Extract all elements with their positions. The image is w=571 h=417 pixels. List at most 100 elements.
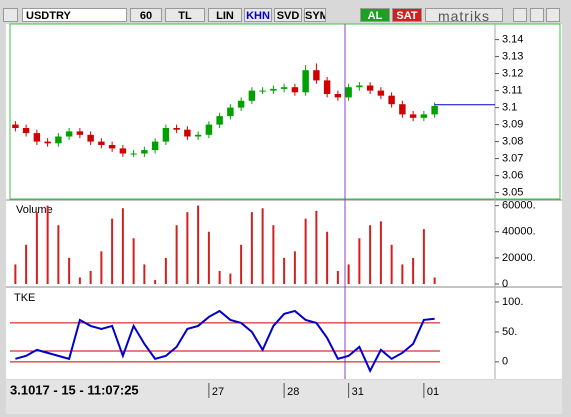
candle-body [259,90,266,92]
y-tick-label: 0 [502,278,508,290]
y-tick-label: 3.05 [502,187,523,199]
candle-body [130,153,137,155]
volume-bar [175,225,178,284]
currency-button[interactable]: TL [165,8,205,22]
candle-body [431,105,438,115]
volume-bar [218,270,221,284]
candle-body [388,95,395,105]
sell-button[interactable]: SAT [392,8,422,22]
candle-body [399,104,406,115]
y-tick-label: 3.11 [502,85,523,97]
y-tick-label: 40000. [502,226,536,238]
y-tick-label: 3.07 [502,153,523,165]
volume-bar [111,218,114,284]
close-button[interactable] [546,8,560,22]
y-tick-label: 60000. [502,200,536,212]
candle-body [194,134,202,137]
candle-body [98,141,105,145]
candle-body [270,88,277,91]
x-tick-label: 31 [352,386,364,398]
y-tick-label: 3.14 [502,34,523,46]
x-tick-label: 27 [212,386,224,398]
volume-bar [154,280,157,284]
panel-title: Volume [16,204,53,216]
candle-body [184,129,191,137]
icon[interactable] [3,8,18,22]
volume-bar [358,238,361,284]
candle-body [334,94,342,98]
candle-body [108,145,116,149]
volume-bar [121,208,124,284]
volume-bar [186,212,189,284]
y-tick-label: 20000. [502,252,536,264]
volume-bar [261,208,264,284]
candle-body [345,87,352,98]
panel-border [9,23,561,200]
candle-body [33,133,41,142]
candle-body [216,116,223,125]
candle-body [313,70,320,81]
y-tick-label: 3.08 [502,136,523,148]
candle-body [409,114,417,118]
indicator-line [15,309,435,374]
candle-body [356,85,363,88]
candle-body [44,141,51,144]
volume-bar [132,238,135,284]
volume-bar [422,229,425,284]
interval-button[interactable]: 60 [130,8,162,22]
candle-body [12,124,19,128]
candle-body [366,85,374,91]
panel-title: TKE [14,292,35,304]
volume-bar [78,277,81,284]
mode-button[interactable]: KHN [244,8,272,22]
volume-bar [304,218,307,284]
volume-bar [25,244,28,284]
volume-bar [207,231,210,284]
volume-bar [164,257,167,284]
y-tick-label: 3.12 [502,68,523,80]
y-tick-label: 3.13 [502,51,523,63]
volume-bar [293,251,296,284]
volume-bar [250,212,253,284]
volume-bar [369,225,372,284]
candle-body [248,90,256,101]
volume-bar [326,231,329,284]
candle-body [291,87,299,93]
volume-bar [412,257,415,284]
buy-button[interactable]: AL [360,8,390,22]
candle-body [55,136,62,144]
volume-bar [379,221,382,284]
candle-body [76,131,84,135]
volume-bar [315,210,318,284]
brand: matriks [425,8,503,23]
chart-area [6,24,562,379]
candle-body [205,124,213,135]
volume-bar [347,264,350,284]
volume-bar [100,251,103,284]
volume-bar [433,277,436,284]
volume-bar [197,205,200,284]
volume-bar [336,270,339,284]
volume-bar [283,257,286,284]
volume-bar [401,264,404,284]
volume-bar [14,264,17,284]
status-bar [6,380,562,414]
volume-bar [229,273,232,284]
scale-button[interactable]: LIN [208,8,242,22]
y-tick-label: 0 [502,356,508,368]
y-tick-label: 50. [502,326,517,338]
minimize-button[interactable] [530,8,544,22]
volume-bar [35,212,38,284]
candle-body [65,131,73,137]
menu-button[interactable] [513,8,527,22]
volume-bar [89,270,92,284]
candle-body [280,87,288,89]
y-tick-label: 3.06 [502,170,523,182]
toolbar-button[interactable]: SVD [274,8,302,22]
x-tick-label: 28 [287,386,299,398]
symbol-field[interactable]: USDTRY [22,8,127,22]
candle-body [420,114,428,118]
toolbar-button[interactable]: SYM [304,8,326,22]
